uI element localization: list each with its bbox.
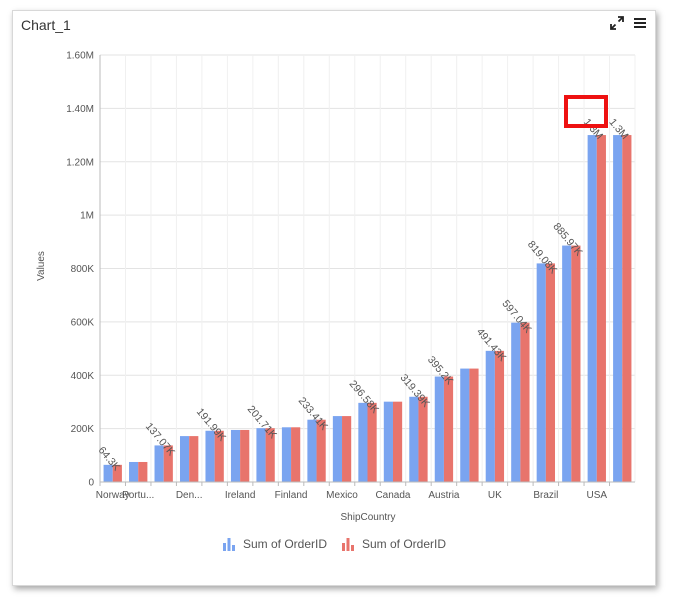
bar-series-1[interactable] (434, 376, 444, 482)
bar-series-1[interactable] (205, 430, 215, 482)
bar-series-1[interactable] (587, 135, 597, 482)
bar-series-2[interactable] (418, 396, 428, 482)
bar-series-2[interactable] (214, 430, 224, 482)
hamburger-menu-icon[interactable] (633, 16, 647, 30)
bar-series-2[interactable] (342, 416, 352, 482)
bar-series-2[interactable] (622, 135, 632, 482)
bar-series-1[interactable] (536, 263, 546, 482)
bar-series-1[interactable] (129, 461, 139, 482)
legend: Sum of OrderID Sum of OrderID (13, 537, 655, 551)
bar-series-2[interactable] (112, 464, 122, 482)
widget-title: Chart_1 (21, 17, 71, 33)
bar-series-2[interactable] (443, 376, 454, 482)
y-tick-label: 1.60M (66, 51, 94, 62)
bar-series-1[interactable] (256, 428, 266, 482)
y-tick-label: 1.40M (66, 104, 94, 115)
y-tick-label: 200K (71, 424, 95, 435)
expand-icon[interactable] (610, 16, 624, 30)
legend-item-series-2[interactable]: Sum of OrderID (341, 537, 446, 551)
bar-series-2[interactable] (138, 461, 148, 482)
bar-series-2[interactable] (163, 445, 173, 482)
bar-series-2[interactable] (596, 135, 606, 482)
y-tick-label: 600K (71, 317, 95, 328)
bars-layer (103, 135, 632, 482)
x-tick-label: Portu... (122, 490, 154, 501)
axes-layer (99, 55, 635, 486)
bar-chart-icon (341, 537, 355, 551)
x-tick-label: USA (587, 490, 608, 501)
x-tick-label: Mexico (326, 490, 358, 501)
x-tick-label: Brazil (533, 490, 558, 501)
legend-item-series-1[interactable]: Sum of OrderID (222, 537, 327, 551)
bar-series-1[interactable] (485, 350, 495, 482)
bar-series-1[interactable] (383, 401, 393, 482)
x-tick-label: Austria (428, 490, 460, 501)
y-tick-label: 0 (88, 478, 94, 489)
bar-chart: 0 200K 400K 600K 800K 1M 1.20M 1.40M 1.60M Norwa… (36, 51, 636, 523)
bar-series-2[interactable] (571, 245, 581, 482)
y-tick-label: 1.20M (66, 157, 94, 168)
bar-series-1[interactable] (511, 322, 521, 482)
bar-series-2[interactable] (291, 427, 301, 482)
x-tick-label: Den... (176, 490, 203, 501)
x-axis-title: ShipCountry (340, 512, 395, 523)
bar-series-1[interactable] (613, 135, 623, 482)
bar-series-1[interactable] (307, 419, 317, 482)
bar-series-2[interactable] (520, 322, 530, 482)
x-tick-label: Ireland (225, 490, 256, 501)
x-tick-label: Finland (275, 490, 308, 501)
y-tick-label: 800K (71, 264, 95, 275)
widget-toolbar (610, 16, 647, 30)
bar-series-1[interactable] (332, 416, 343, 482)
x-tick-label: Canada (375, 490, 410, 501)
bar-series-1[interactable] (154, 445, 164, 482)
chart-widget: Chart_1 0 200K 400K 600K 800K 1M 1.20M 1.40M 1.6… (12, 10, 656, 586)
x-tick-label: Norway (96, 490, 130, 501)
bar-chart-icon (222, 537, 236, 551)
x-tick-label: UK (488, 490, 502, 501)
y-tick-label: 1M (80, 211, 94, 222)
bar-series-2[interactable] (469, 368, 479, 482)
y-axis-title: Values (36, 251, 47, 281)
legend-label-series-1: Sum of OrderID (242, 537, 327, 551)
bar-series-1[interactable] (230, 429, 241, 482)
bar-series-1[interactable] (281, 427, 292, 482)
bar-series-2[interactable] (240, 429, 250, 482)
bar-series-2[interactable] (392, 401, 403, 482)
legend-label-series-2: Sum of OrderID (362, 537, 447, 551)
bar-series-2[interactable] (545, 263, 556, 482)
bar-series-1[interactable] (103, 464, 113, 482)
bar-series-2[interactable] (189, 436, 199, 482)
bar-series-1[interactable] (179, 436, 190, 482)
bar-series-1[interactable] (460, 368, 470, 482)
bar-series-1[interactable] (409, 396, 419, 482)
y-tick-label: 400K (71, 371, 95, 382)
bar-series-2[interactable] (494, 350, 505, 482)
bar-series-1[interactable] (358, 402, 368, 482)
bar-series-1[interactable] (562, 245, 572, 482)
bar-series-2[interactable] (367, 402, 377, 482)
bar-series-2[interactable] (265, 428, 275, 482)
bar-series-2[interactable] (316, 419, 326, 482)
y-tick-labels: 0 200K 400K 600K 800K 1M 1.20M 1.40M 1.60M (66, 51, 94, 489)
